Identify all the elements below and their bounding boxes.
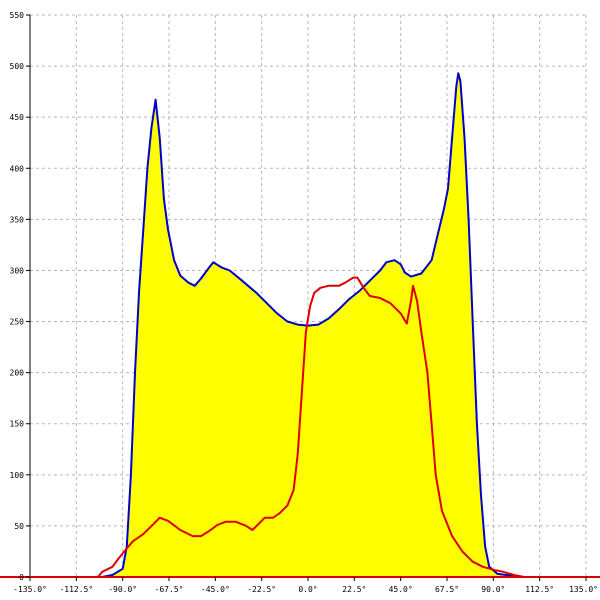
x-tick-label: 67.5° [435,585,459,594]
x-tick-label: 135.0° [569,585,598,594]
tick-label-layer: 0 50 100 150 200 250 300 350 400 450 500 550 -135.0°… [10,11,598,594]
y-tick-label: 300 [10,266,25,275]
x-tick-label: 0.0° [298,585,317,594]
x-tick-label: -90.0° [108,585,137,594]
area-fill-layer [30,73,586,577]
y-tick-label: 400 [10,164,25,173]
y-tick-label: 250 [10,318,25,327]
x-tick-label: -135.0° [13,585,47,594]
series-0-area [30,73,586,577]
y-tick-label: 500 [10,62,25,71]
x-tick-label: 45.0° [389,585,413,594]
x-tick-label: 22.5° [342,585,366,594]
x-tick-label: 90.0° [481,585,505,594]
x-tick-label: 112.5° [525,585,554,594]
x-tick-label: -22.5° [247,585,276,594]
series-1-line [30,276,586,578]
y-tick-label: 0 [19,573,24,582]
y-tick-label: 50 [14,522,24,531]
series-line-layer [30,72,586,578]
y-tick-label: 350 [10,215,25,224]
y-tick-label: 100 [10,471,25,480]
x-tick-label: -45.0° [201,585,230,594]
series-0-line [30,72,586,578]
x-tick-label: -67.5° [155,585,184,594]
x-tick-label: -112.5° [59,585,93,594]
y-tick-label: 450 [10,113,25,122]
y-tick-label: 150 [10,420,25,429]
y-tick-label: 550 [10,11,25,20]
axis-layer [0,14,600,581]
y-tick-label: 200 [10,369,25,378]
